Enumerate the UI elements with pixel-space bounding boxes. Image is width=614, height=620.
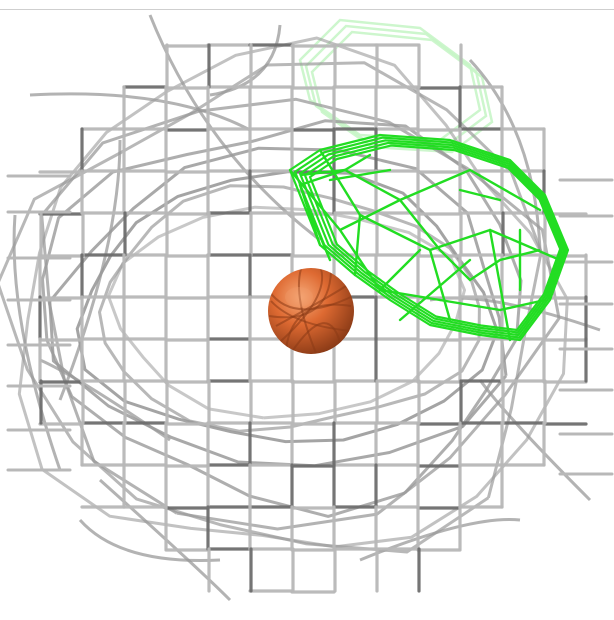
green-link-2	[338, 198, 402, 232]
green-shell-4	[308, 144, 562, 332]
sphere-line-4	[285, 303, 352, 350]
contour-chord-0	[148, 14, 321, 242]
green-link-0	[288, 168, 342, 232]
green-shell-3	[303, 141, 564, 334]
green-density-mesh	[288, 133, 570, 342]
green-link-6	[468, 168, 542, 212]
contour-chord-10	[478, 379, 592, 502]
sphere-line-6	[268, 290, 354, 311]
green-link-11	[498, 298, 547, 312]
sphere-highlight	[285, 287, 313, 307]
contour-chord-2	[12, 214, 62, 471]
green-link-7	[488, 228, 562, 262]
green-link-13	[298, 168, 347, 187]
green-link-23	[328, 168, 392, 182]
contour-chord-6	[78, 519, 221, 562]
green-link-19	[353, 213, 362, 277]
green-link-17	[378, 248, 422, 292]
ghost-loop-0	[298, 18, 482, 142]
green-link-16	[488, 228, 512, 342]
green-inner-chain	[299, 168, 541, 282]
green-link-9	[378, 288, 442, 302]
contour-chord-9	[209, 24, 282, 97]
green-link-8	[338, 228, 382, 292]
green-link-20	[458, 188, 502, 202]
ghost-loop-2	[310, 30, 494, 154]
green-link-1	[318, 148, 362, 217]
contour-chord-5	[468, 58, 542, 251]
sphere-line-2	[297, 268, 317, 354]
green-shell-0	[288, 133, 570, 342]
green-link-4	[398, 168, 472, 202]
green-link-5	[428, 228, 492, 252]
green-link-18	[303, 198, 332, 262]
contour-ring-3	[40, 97, 561, 531]
contour-chord-11	[58, 139, 122, 401]
green-link-10	[438, 298, 502, 312]
green-shell-1	[293, 136, 568, 339]
map-grid-cage	[6, 43, 614, 594]
sphere-line-7	[290, 322, 342, 354]
green-link-3	[358, 213, 432, 252]
contour-ring-0	[75, 170, 499, 444]
contour-chord-8	[39, 358, 171, 442]
green-link-14	[343, 153, 372, 172]
sphere-mesh-lines	[268, 268, 354, 354]
contour-chord-1	[29, 92, 251, 132]
sphere-line-5	[280, 268, 324, 342]
orange-sphere-atom[interactable]	[268, 268, 354, 354]
sphere-line-1	[275, 285, 347, 327]
contour-chord-3	[98, 478, 232, 602]
